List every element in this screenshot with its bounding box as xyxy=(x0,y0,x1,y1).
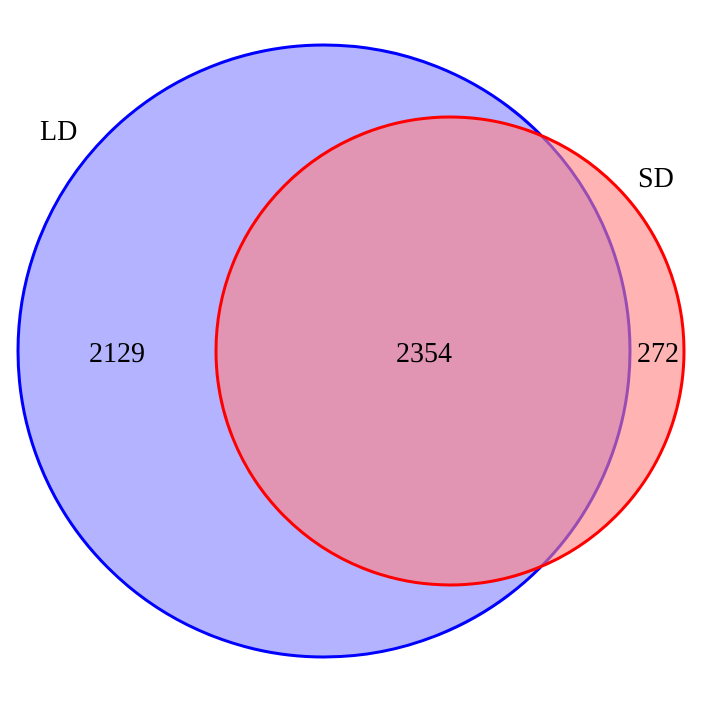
sd-set-circle xyxy=(214,115,686,587)
ld-set-label: LD xyxy=(40,116,77,147)
ld-only-count: 2129 xyxy=(89,338,145,369)
sd-set-label: SD xyxy=(638,163,674,194)
sd-only-count: 272 xyxy=(637,338,679,369)
intersection-count: 2354 xyxy=(396,338,452,369)
